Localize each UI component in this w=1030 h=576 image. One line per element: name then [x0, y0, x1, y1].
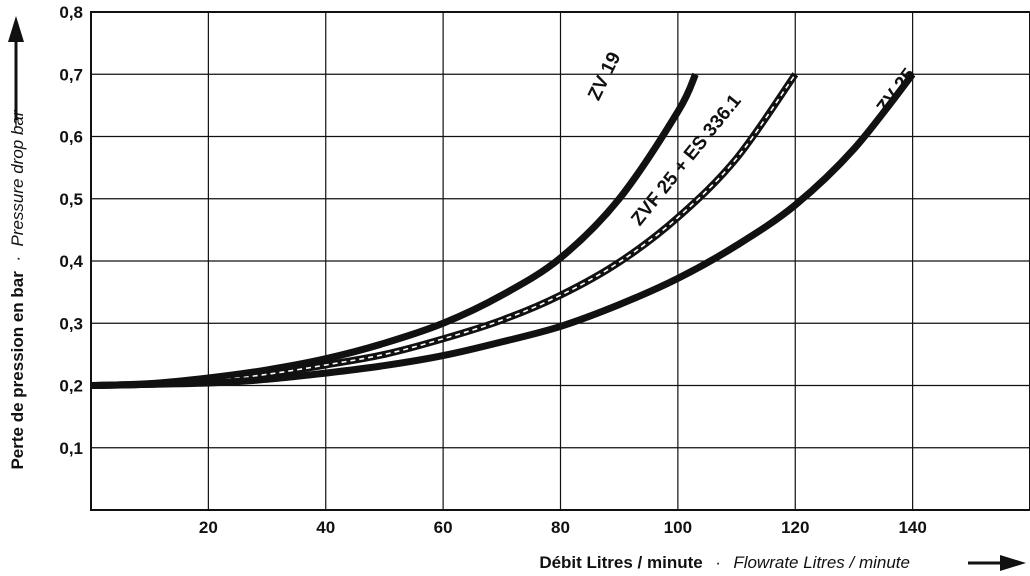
- x-axis-label-secondary: Flowrate Litres / minute: [733, 553, 910, 572]
- y-tick-label-0: 0,1: [59, 439, 83, 458]
- y-tick-labels: 0,1 0,2 0,3 0,4 0,5 0,6 0,7 0,8: [59, 3, 83, 458]
- y-tick-label-4: 0,5: [59, 190, 83, 209]
- y-axis-label: Perte de pression en bar · Pressure drop…: [8, 109, 27, 469]
- y-tick-label-2: 0,3: [59, 314, 83, 333]
- x-tick-label-3: 80: [551, 518, 570, 537]
- x-axis-label-separator: ·: [715, 553, 721, 572]
- x-tick-label-4: 100: [664, 518, 692, 537]
- series-line-2: [90, 72, 916, 389]
- x-tick-label-2: 60: [434, 518, 453, 537]
- y-axis-label-separator: ·: [8, 256, 27, 262]
- plot-frame: [90, 11, 1030, 511]
- x-axis-label-main: Débit Litres / minute: [539, 553, 702, 572]
- series-layer: [90, 72, 916, 389]
- x-axis-label: Débit Litres / minute · Flowrate Litres …: [539, 553, 910, 572]
- x-tick-label-6: 140: [898, 518, 926, 537]
- y-tick-label-3: 0,4: [59, 252, 83, 271]
- y-tick-label-1: 0,2: [59, 377, 83, 396]
- x-tick-label-0: 20: [199, 518, 218, 537]
- x-axis-arrow: [968, 555, 1026, 571]
- y-axis-label-main: Perte de pression en bar: [8, 271, 27, 470]
- y-tick-label-5: 0,6: [59, 128, 83, 147]
- y-tick-label-7: 0,8: [59, 3, 83, 22]
- x-tick-label-1: 40: [316, 518, 335, 537]
- y-tick-label-6: 0,7: [59, 65, 83, 84]
- x-tick-labels: 20 40 60 80 100 120 140: [199, 518, 927, 537]
- x-tick-label-5: 120: [781, 518, 809, 537]
- y-axis-label-secondary: Pressure drop bar: [8, 109, 27, 246]
